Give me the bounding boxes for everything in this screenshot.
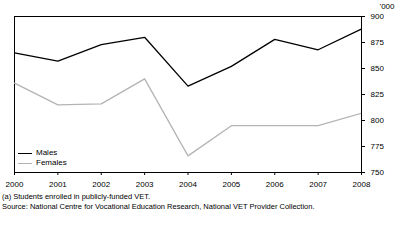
- svg-text:800: 800: [371, 116, 385, 125]
- html-text:Females: Females: [36, 158, 67, 167]
- svg-text:775: 775: [371, 142, 385, 151]
- svg-text:2001: 2001: [49, 180, 67, 189]
- html-text:Source: National Centre for Vo: Source: National Centre for Vocational E…: [2, 202, 315, 211]
- svg-text:2004: 2004: [179, 180, 197, 189]
- svg-text:'000: '000: [380, 2, 395, 11]
- svg-text:2006: 2006: [266, 180, 284, 189]
- html-text:Males: Males: [36, 148, 58, 157]
- svg-text:2000: 2000: [6, 180, 24, 189]
- svg-text:750: 750: [371, 168, 385, 177]
- svg-text:2003: 2003: [136, 180, 154, 189]
- svg-text:2008: 2008: [353, 180, 371, 189]
- html-text:(a) Students enrolled in publi: (a) Students enrolled in publicly-funded…: [2, 192, 150, 201]
- svg-text:875: 875: [371, 38, 385, 47]
- svg-text:2002: 2002: [92, 180, 110, 189]
- svg-text:2005: 2005: [222, 180, 240, 189]
- svg-text:850: 850: [371, 64, 385, 73]
- svg-text:825: 825: [371, 90, 385, 99]
- svg-text:900: 900: [371, 12, 385, 21]
- svg-text:2007: 2007: [309, 180, 327, 189]
